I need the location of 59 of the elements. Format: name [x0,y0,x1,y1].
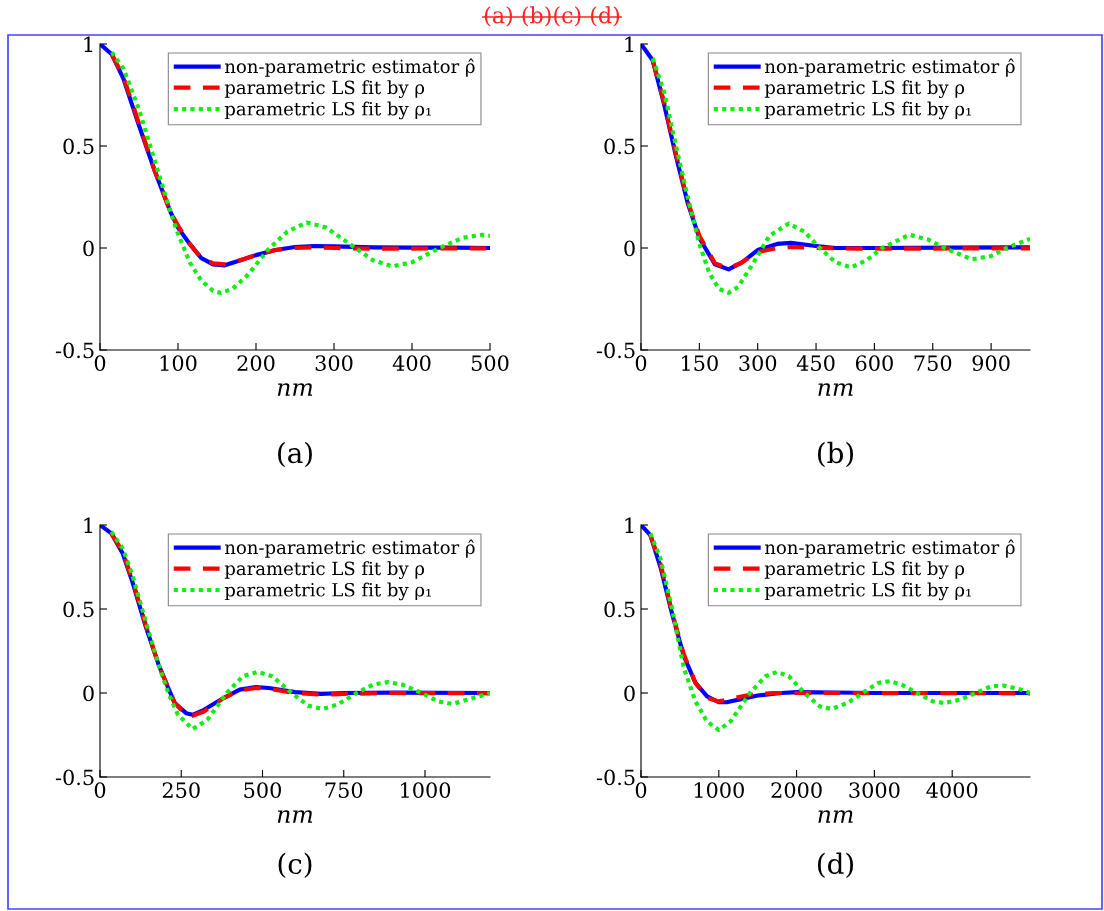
x-axis-title: nm [818,383,853,396]
x-tick-label: 900 [972,355,1010,371]
legend-label: parametric LS fit by ρ₁ [764,101,971,120]
y-tick-label: 0 [83,685,94,702]
x-tick-label: 0 [94,782,106,798]
x-axis-title: nm [277,383,313,396]
y-tick-label: 0 [624,240,635,257]
x-tick-label: 4000 [926,782,978,798]
y-tick-label: 1 [84,517,93,533]
legend-label: non-parametric estimator ρ̂ [764,539,1015,558]
x-tick-label: 750 [914,355,952,371]
legend-label: parametric LS fit by ρ₁ [224,582,431,601]
x-tick-label: 250 [162,782,200,798]
y-tick-label: 1 [625,36,634,52]
x-tick-label: 450 [796,355,835,371]
legend-label: parametric LS fit by ρ [764,80,965,98]
x-tick-label: 600 [855,355,893,371]
x-tick-label: 500 [471,355,509,371]
x-axis-title: nm [277,810,313,823]
y-tick-label: 0 [624,685,635,702]
x-tick-label: 0 [635,355,647,371]
text: (a) [278,441,312,468]
text: (c) [278,852,312,879]
x-tick-label: 300 [739,355,777,371]
legend-label: non-parametric estimator ρ̂ [224,58,475,77]
x-tick-label: 1000 [694,782,744,798]
legend-label: parametric LS fit by ρ [224,80,425,98]
text: (d) [817,852,854,879]
x-tick-label: 200 [237,355,275,371]
legend-label: parametric LS fit by ρ₁ [764,582,971,601]
x-tick-label: 100 [160,355,197,371]
x-axis-title: nm [818,810,853,823]
y-tick-label: 0.5 [604,138,635,155]
x-tick-label: 1000 [401,782,451,798]
x-tick-label: 0 [635,782,647,798]
text: (b) [817,441,854,468]
x-tick-label: 400 [392,355,431,371]
y-tick-label: 0 [83,240,94,257]
x-tick-label: 500 [244,782,281,798]
x-tick-label: 300 [315,355,353,371]
x-tick-label: 750 [325,782,363,798]
y-tick-label: 1 [84,36,93,52]
y-tick-label: 0.5 [63,138,94,155]
x-tick-label: 0 [94,355,106,371]
x-tick-label: 2000 [771,782,822,798]
y-tick-label: -0.5 [55,769,94,786]
x-tick-label: 150 [682,355,718,371]
y-tick-label: -0.5 [55,342,94,359]
y-tick-label: 1 [625,517,634,533]
legend-label: non-parametric estimator ρ̂ [224,539,475,558]
x-tick-label: 3000 [849,782,900,798]
y-tick-label: -0.5 [596,342,635,359]
legend-label: parametric LS fit by ρ [764,561,965,579]
y-tick-label: 0.5 [604,601,635,618]
legend-label: parametric LS fit by ρ₁ [224,101,431,120]
y-tick-label: 0.5 [63,601,94,618]
legend-label: parametric LS fit by ρ [224,561,425,579]
y-tick-label: -0.5 [596,769,635,786]
legend-label: non-parametric estimator ρ̂ [764,58,1015,77]
